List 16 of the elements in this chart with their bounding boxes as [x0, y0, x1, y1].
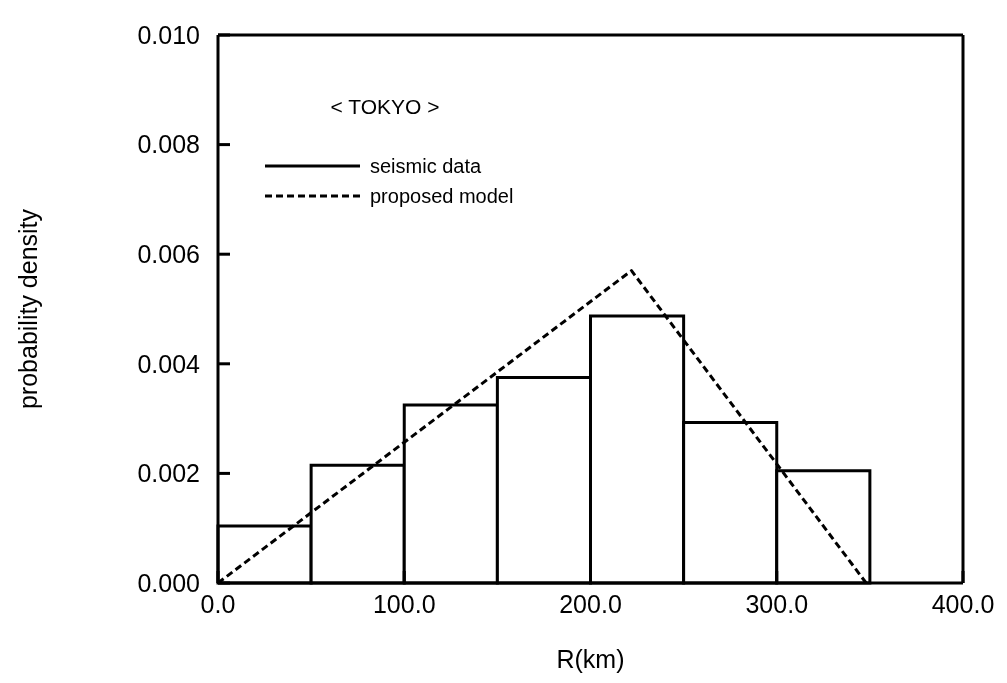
y-tick-label: 0.006 [137, 240, 200, 269]
y-tick-label: 0.008 [137, 130, 200, 159]
x-tick-label: 400.0 [931, 589, 995, 618]
legend-label: seismic data [370, 155, 483, 177]
legend-label: proposed model [370, 185, 514, 207]
x-tick-label: 300.0 [745, 589, 809, 618]
y-tick-label: 0.010 [137, 20, 200, 49]
y-axis-title: probability density [13, 208, 42, 410]
x-axis-title: R(km) [556, 645, 625, 673]
y-tick-label: 0.002 [137, 459, 200, 488]
y-tick-label: 0.000 [137, 568, 200, 597]
x-tick-label: 0.0 [200, 589, 236, 618]
x-tick-label: 200.0 [559, 589, 622, 618]
x-tick-label: 100.0 [372, 589, 436, 618]
legend-title: < TOKYO > [330, 95, 440, 118]
y-tick-label: 0.004 [137, 349, 201, 378]
